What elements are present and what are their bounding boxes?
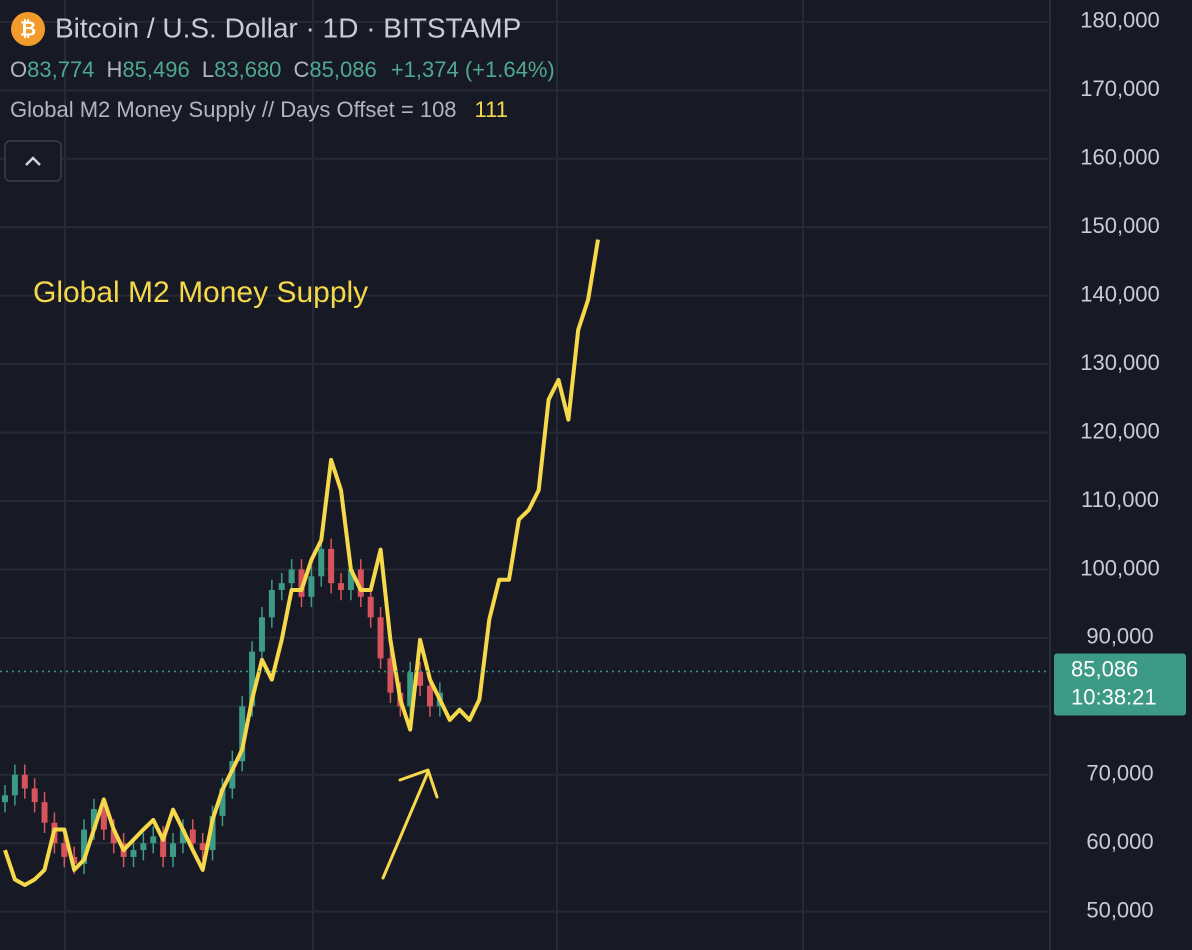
candle-body bbox=[61, 843, 68, 857]
ohlc-value: 83,680 bbox=[214, 57, 281, 82]
y-tick-label: 130,000 bbox=[1080, 350, 1160, 375]
bitcoin-icon bbox=[11, 12, 45, 46]
collapse-button[interactable] bbox=[4, 140, 62, 182]
candle-body bbox=[90, 809, 97, 830]
candle-body bbox=[288, 569, 295, 584]
candle-body bbox=[219, 788, 226, 816]
candle-body bbox=[189, 829, 196, 844]
y-tick-label: 60,000 bbox=[1086, 829, 1153, 854]
y-tick-label: 90,000 bbox=[1086, 624, 1153, 649]
candle-body bbox=[377, 617, 384, 659]
candle-body bbox=[239, 706, 246, 762]
price-tag bbox=[1054, 653, 1186, 716]
candle-body bbox=[357, 569, 364, 597]
candle-body bbox=[41, 802, 48, 823]
y-tick-label: 50,000 bbox=[1086, 897, 1153, 922]
ohlc-value: 85,496 bbox=[122, 57, 189, 82]
candle-body bbox=[249, 651, 256, 707]
candle-body bbox=[150, 836, 157, 844]
candle-body bbox=[278, 583, 285, 590]
m2-line bbox=[3, 239, 600, 887]
ohlc-value: 85,086 bbox=[309, 57, 376, 82]
chart-title: Bitcoin / U.S. Dollar · 1D · BITSTAMP bbox=[55, 12, 521, 43]
candle-body bbox=[308, 576, 315, 597]
y-tick-label: 170,000 bbox=[1080, 76, 1160, 101]
candle-body bbox=[199, 843, 206, 851]
candle-body bbox=[100, 809, 107, 830]
candle-body bbox=[417, 672, 424, 686]
candle-body bbox=[21, 774, 28, 789]
candle-body bbox=[130, 850, 137, 857]
candle-body bbox=[2, 795, 8, 803]
ohlc-key: C bbox=[294, 57, 310, 82]
y-tick-label: 100,000 bbox=[1080, 555, 1160, 580]
candle-body bbox=[347, 569, 354, 590]
candle-body bbox=[229, 761, 236, 789]
candle-body bbox=[170, 843, 177, 857]
candle-body bbox=[298, 569, 305, 597]
candle-body bbox=[110, 829, 117, 844]
candle-body bbox=[31, 788, 38, 803]
candle-body bbox=[338, 583, 345, 590]
candle-body bbox=[209, 815, 216, 851]
y-tick-label: 160,000 bbox=[1080, 145, 1160, 170]
price-tag-label: 85,086 bbox=[1071, 656, 1138, 681]
y-tick-label: 150,000 bbox=[1080, 213, 1160, 238]
change: +1,374 (+1.64%) bbox=[391, 57, 555, 82]
candle-body bbox=[268, 589, 275, 618]
candle-body bbox=[258, 617, 265, 652]
countdown: 10:38:21 bbox=[1071, 684, 1157, 709]
arrow bbox=[381, 768, 439, 880]
candle-body bbox=[140, 843, 147, 851]
ohlc-key: L bbox=[202, 57, 214, 82]
bitcoin-symbol: ₿ bbox=[20, 18, 36, 40]
indicator: Global M2 Money Supply // Days Offset = … bbox=[10, 97, 508, 122]
y-tick-label: 110,000 bbox=[1081, 487, 1159, 512]
y-tick-label: 140,000 bbox=[1080, 281, 1160, 306]
ohlc: O83,774 H85,496 L83,680 C85,086 +1,374 (… bbox=[10, 57, 555, 82]
y-tick-label: 180,000 bbox=[1080, 8, 1160, 33]
candle-body bbox=[71, 856, 78, 864]
indicator-value: 111 bbox=[475, 97, 508, 122]
indicator-label: Global M2 Money Supply // Days Offset = … bbox=[10, 97, 457, 122]
ohlc-value: 83,774 bbox=[27, 57, 94, 82]
ohlc-key: H bbox=[107, 57, 123, 82]
candle-body bbox=[426, 685, 433, 707]
candle-body bbox=[367, 596, 374, 618]
candle-body bbox=[407, 672, 414, 707]
candle-body bbox=[387, 658, 394, 693]
candle-body bbox=[179, 829, 186, 844]
candle-body bbox=[318, 548, 325, 577]
series-label: Global M2 Money Supply bbox=[33, 276, 368, 309]
y-tick-label: 120,000 bbox=[1080, 418, 1160, 443]
candle-body bbox=[328, 548, 335, 584]
candle-body bbox=[81, 829, 88, 864]
ohlc-key: O bbox=[10, 57, 27, 82]
candle-body bbox=[160, 836, 167, 857]
candle-body bbox=[11, 774, 18, 796]
y-tick-label: 70,000 bbox=[1086, 761, 1153, 786]
